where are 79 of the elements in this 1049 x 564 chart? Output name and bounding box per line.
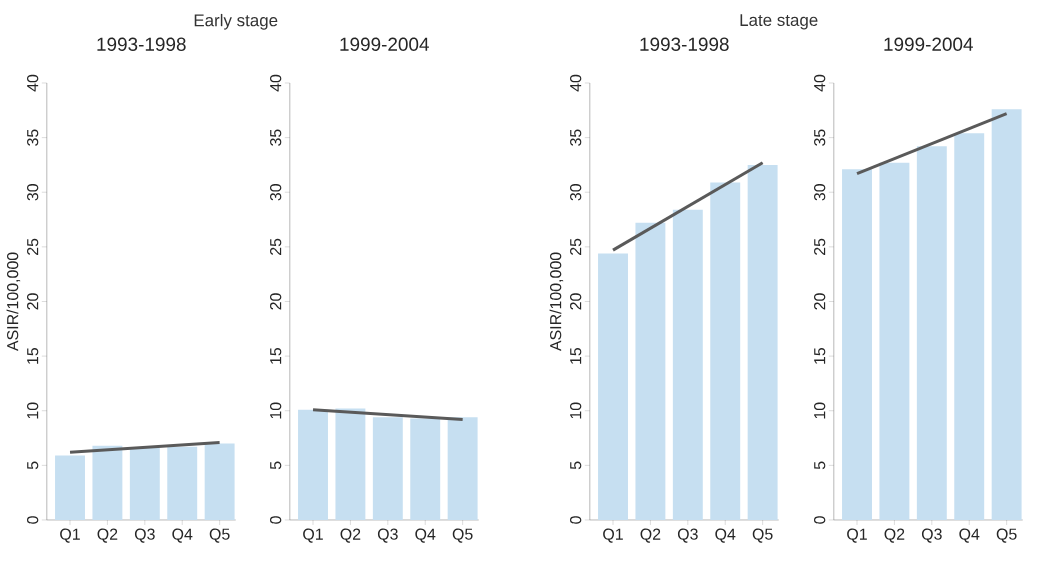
x-tick-label: Q2: [340, 528, 361, 543]
bar: [991, 109, 1022, 520]
x-tick-label: Q2: [640, 528, 661, 543]
y-tick-label: 0: [27, 516, 39, 524]
chart-title: 1999-2004: [340, 37, 429, 51]
chart-title: 1999-2004: [884, 37, 973, 51]
y-tick-label: 40: [570, 74, 582, 92]
y-tick-label: 35: [814, 129, 826, 146]
y-tick-label: 15: [814, 347, 826, 364]
bar: [747, 164, 778, 520]
x-tick-label: Q1: [303, 528, 323, 543]
y-axis-title: ASIR/100,000: [6, 252, 21, 352]
bar: [598, 253, 628, 520]
x-tick-label: Q3: [377, 528, 398, 543]
x-tick-label: Q3: [677, 528, 698, 543]
x-tick-label: Q4: [715, 528, 736, 543]
y-tick-label: 5: [270, 461, 282, 470]
y-tick-label: 5: [27, 461, 39, 470]
bar: [55, 455, 85, 520]
bar: [954, 133, 985, 520]
y-tick-label: 15: [570, 347, 582, 364]
bar: [204, 443, 235, 520]
y-tick-label: 20: [814, 293, 826, 310]
y-tick-label: 30: [570, 184, 582, 201]
bar: [879, 162, 910, 520]
y-tick-label: 20: [570, 293, 582, 310]
y-tick-label: 40: [814, 74, 826, 92]
x-tick-label: Q2: [884, 528, 905, 543]
y-tick-label: 35: [570, 129, 582, 146]
y-tick-label: 15: [27, 347, 39, 364]
bar: [167, 446, 198, 520]
y-tick-label: 20: [27, 293, 39, 310]
y-tick-label: 30: [814, 184, 826, 201]
chart-title: 1993-1998: [97, 37, 186, 51]
y-tick-label: 25: [570, 238, 582, 255]
y-tick-label: 0: [814, 516, 826, 524]
y-tick-label: 5: [814, 461, 826, 470]
bar: [129, 447, 160, 520]
bar: [672, 209, 703, 520]
bar: [635, 222, 666, 520]
x-tick-label: Q3: [921, 528, 942, 543]
bar: [92, 445, 123, 520]
x-tick-label: Q5: [752, 528, 773, 543]
y-tick-label: 5: [570, 461, 582, 470]
chart-title: 1993-1998: [640, 37, 729, 51]
x-tick-label: Q5: [996, 528, 1017, 543]
bar: [842, 169, 872, 520]
y-tick-label: 0: [570, 516, 582, 524]
bar: [710, 182, 741, 520]
x-tick-label: Q5: [209, 528, 230, 543]
x-tick-label: Q1: [847, 528, 867, 543]
x-tick-label: Q1: [60, 528, 80, 543]
y-tick-label: 20: [270, 293, 282, 310]
x-tick-label: Q2: [97, 528, 118, 543]
text: Early stage: [194, 13, 278, 30]
text: Late stage: [740, 14, 818, 30]
y-tick-label: 30: [27, 184, 39, 201]
y-tick-label: 40: [27, 74, 39, 92]
y-axis-title: ASIR/100,000: [549, 252, 564, 352]
y-tick-label: 40: [270, 74, 282, 92]
x-tick-label: Q5: [452, 528, 473, 543]
y-tick-label: 25: [270, 238, 282, 255]
y-tick-label: 10: [27, 402, 39, 419]
x-tick-label: Q4: [415, 528, 436, 543]
bar: [916, 146, 947, 520]
x-tick-label: Q3: [134, 528, 155, 543]
y-tick-label: 15: [270, 347, 282, 364]
y-tick-label: 0: [270, 516, 282, 524]
x-tick-label: Q1: [603, 528, 623, 543]
y-tick-label: 25: [27, 238, 39, 255]
y-tick-label: 35: [270, 129, 282, 146]
y-tick-label: 30: [270, 184, 282, 201]
y-tick-label: 35: [27, 129, 39, 146]
x-tick-label: Q4: [172, 528, 193, 543]
y-tick-label: 10: [814, 402, 826, 419]
y-tick-label: 10: [570, 402, 582, 419]
x-tick-label: Q4: [959, 528, 980, 543]
y-tick-label: 25: [814, 238, 826, 255]
y-tick-label: 10: [270, 402, 282, 419]
